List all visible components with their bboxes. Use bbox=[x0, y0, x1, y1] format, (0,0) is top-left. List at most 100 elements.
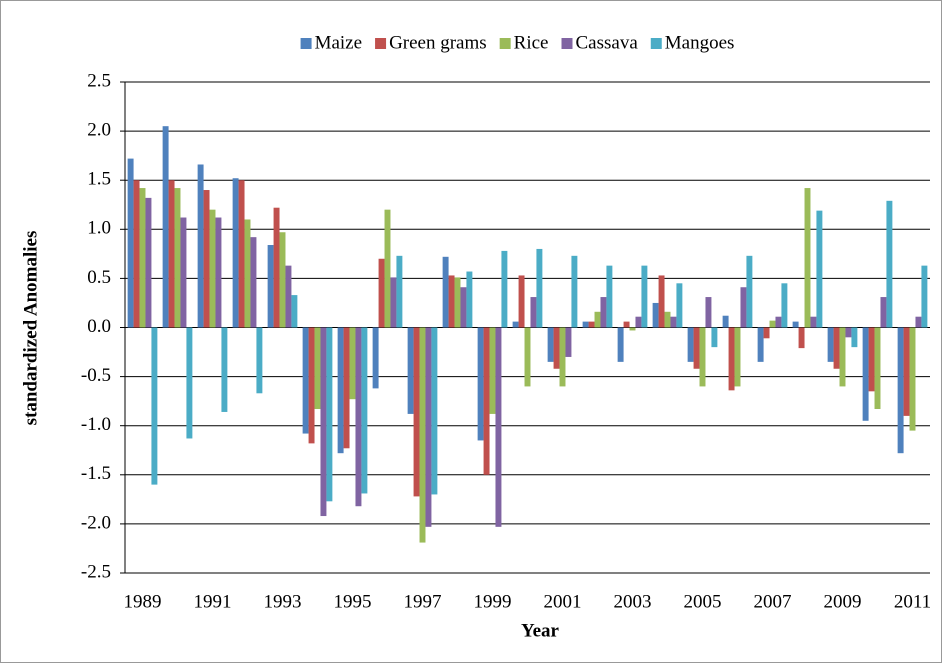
bar bbox=[378, 258, 385, 328]
bar bbox=[396, 255, 403, 328]
y-tick-label: -1.0 bbox=[81, 414, 111, 435]
bar bbox=[291, 295, 298, 328]
bar bbox=[635, 316, 642, 328]
bar bbox=[483, 327, 490, 475]
bar bbox=[384, 209, 391, 328]
bar bbox=[186, 327, 193, 439]
bar bbox=[676, 283, 683, 328]
legend-swatch bbox=[561, 38, 573, 49]
y-tick-label: -0.5 bbox=[81, 365, 111, 386]
x-tick-label: 2001 bbox=[544, 591, 582, 612]
bar bbox=[868, 327, 875, 392]
bar bbox=[413, 327, 420, 497]
bar bbox=[792, 321, 799, 328]
bar bbox=[559, 327, 566, 387]
bar bbox=[425, 327, 432, 527]
bar bbox=[728, 327, 735, 391]
y-tick-label: 0.5 bbox=[87, 267, 111, 288]
bar bbox=[431, 327, 438, 495]
bar bbox=[588, 321, 595, 328]
bar bbox=[197, 164, 204, 328]
bar bbox=[168, 180, 175, 328]
bar bbox=[734, 327, 741, 387]
bar bbox=[629, 327, 636, 331]
y-tick-label: 2.5 bbox=[87, 70, 111, 91]
bar bbox=[442, 256, 449, 328]
bar bbox=[267, 245, 274, 328]
bar bbox=[127, 158, 134, 328]
bar bbox=[897, 327, 904, 454]
bar bbox=[705, 297, 712, 328]
bar bbox=[903, 327, 910, 416]
bar bbox=[337, 327, 344, 454]
bar bbox=[221, 327, 228, 412]
bar bbox=[466, 271, 473, 328]
bar bbox=[518, 275, 525, 328]
bar bbox=[302, 327, 309, 434]
bar bbox=[460, 287, 467, 328]
bar bbox=[874, 327, 881, 410]
bar bbox=[355, 327, 362, 507]
bar bbox=[343, 327, 350, 449]
bar bbox=[798, 327, 805, 349]
bar bbox=[372, 327, 379, 389]
bar bbox=[886, 200, 893, 328]
bar bbox=[845, 327, 852, 338]
bar bbox=[769, 320, 776, 328]
bar bbox=[641, 265, 648, 328]
bar bbox=[594, 311, 601, 328]
bar bbox=[139, 188, 146, 328]
bar bbox=[232, 178, 239, 328]
bar bbox=[839, 327, 846, 387]
bar bbox=[174, 188, 181, 328]
bar bbox=[501, 250, 508, 328]
bar bbox=[623, 321, 630, 328]
bar bbox=[880, 297, 887, 328]
x-axis-title: Year bbox=[521, 620, 560, 641]
x-tick-label: 1997 bbox=[404, 591, 442, 612]
legend-swatch bbox=[375, 38, 387, 49]
bar bbox=[495, 327, 502, 527]
bar bbox=[547, 327, 554, 362]
bar bbox=[565, 327, 572, 357]
y-tick-label: 2.0 bbox=[87, 119, 111, 140]
x-tick-label: 2005 bbox=[684, 591, 722, 612]
x-tick-label: 2003 bbox=[614, 591, 652, 612]
bar bbox=[862, 327, 869, 421]
bar bbox=[151, 327, 158, 485]
bar bbox=[489, 327, 496, 414]
y-axis-title: standardized Anomalies bbox=[20, 231, 41, 426]
bar bbox=[658, 275, 665, 328]
bar bbox=[740, 287, 747, 328]
y-tick-label: -2.5 bbox=[81, 561, 111, 582]
bar bbox=[407, 327, 414, 414]
bar bbox=[162, 126, 169, 328]
bar bbox=[921, 265, 928, 328]
bar bbox=[279, 232, 286, 328]
bar bbox=[244, 219, 251, 328]
bar bbox=[582, 321, 589, 328]
x-tick-label: 1995 bbox=[334, 591, 372, 612]
bar bbox=[909, 327, 916, 431]
bar bbox=[606, 265, 613, 328]
bar bbox=[722, 315, 729, 328]
bar bbox=[664, 311, 671, 328]
bar bbox=[530, 297, 537, 328]
bar bbox=[851, 327, 858, 348]
bar bbox=[617, 327, 624, 362]
bar bbox=[553, 327, 560, 369]
y-tick-label: -2.0 bbox=[81, 512, 111, 533]
bar bbox=[215, 217, 222, 328]
y-tick-label: 1.0 bbox=[87, 218, 111, 239]
legend-swatch bbox=[650, 38, 662, 49]
x-tick-label: 2011 bbox=[894, 591, 931, 612]
bar bbox=[699, 327, 706, 387]
bar bbox=[827, 327, 834, 362]
bar bbox=[833, 327, 840, 369]
bar bbox=[133, 180, 140, 328]
bar bbox=[238, 180, 245, 328]
y-tick-label: 1.5 bbox=[87, 169, 111, 190]
bar bbox=[915, 316, 922, 328]
x-tick-label: 1999 bbox=[474, 591, 512, 612]
